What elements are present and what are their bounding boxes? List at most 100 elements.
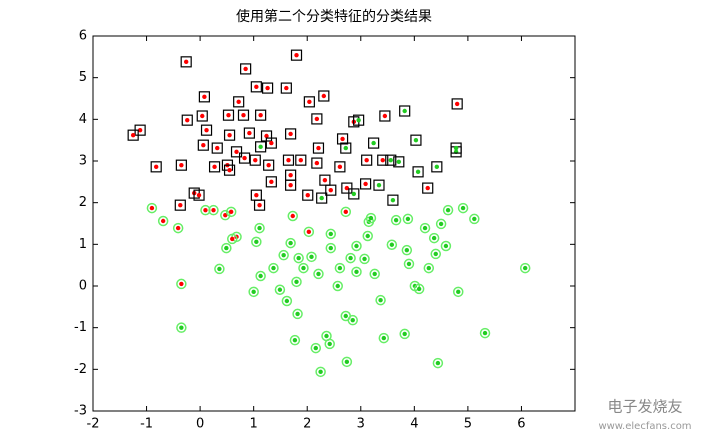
point [390, 214, 402, 226]
marker-square [243, 127, 255, 139]
marker-circle [278, 249, 289, 261]
marker-circle [289, 334, 301, 346]
point-dot [253, 157, 258, 163]
point [377, 154, 389, 166]
marker-square [238, 152, 251, 164]
point [399, 328, 410, 340]
marker-square [230, 146, 243, 158]
point-dot [435, 360, 441, 366]
marker-square [393, 156, 405, 168]
point [345, 252, 356, 264]
marker-square [353, 114, 365, 126]
point [430, 248, 442, 260]
point [401, 244, 413, 256]
point [211, 142, 223, 154]
point-dot [258, 273, 263, 279]
point-dot [183, 59, 189, 65]
point-dot [318, 369, 323, 375]
point-dot [179, 162, 184, 168]
marker-circle [176, 278, 187, 290]
point [261, 82, 274, 94]
marker-square [412, 166, 424, 178]
point-dot [390, 197, 396, 203]
point [289, 334, 301, 346]
point [255, 141, 267, 153]
marker-square [237, 109, 250, 121]
point [238, 152, 251, 164]
point-dot [160, 218, 166, 224]
point [176, 322, 187, 333]
point [180, 56, 192, 68]
marker-circle [285, 237, 296, 249]
point-dot [472, 216, 477, 222]
point-dot [296, 255, 301, 261]
marker-circle [298, 262, 309, 274]
point-dot [340, 136, 345, 142]
point-dot [266, 162, 271, 168]
point [214, 263, 225, 275]
point [325, 184, 337, 196]
marker-circle [351, 240, 362, 252]
point-dot [243, 66, 248, 72]
marker-circle [274, 284, 286, 295]
point [318, 90, 330, 102]
point-dot [404, 247, 410, 253]
marker-square [196, 110, 208, 122]
point [208, 204, 219, 216]
point-dot [215, 145, 220, 151]
point [311, 157, 323, 169]
marker-circle [292, 308, 303, 320]
point [223, 164, 236, 176]
point-dot [337, 265, 343, 271]
point [310, 342, 322, 354]
point [432, 357, 444, 369]
point [302, 189, 314, 201]
point [442, 204, 454, 216]
point-dot [365, 233, 370, 239]
point-dot [306, 229, 312, 235]
point-dot [378, 297, 383, 303]
marker-square [302, 189, 314, 201]
point-dot [153, 164, 159, 170]
marker-circle [291, 276, 302, 288]
point [265, 137, 277, 149]
point [306, 251, 317, 263]
marker-circle [435, 218, 447, 230]
point-dot [313, 345, 318, 351]
point-dot [522, 265, 528, 271]
marker-square [200, 124, 213, 136]
point-dot [354, 269, 359, 275]
point-dot [319, 195, 324, 201]
point-dot [343, 209, 348, 215]
point [287, 210, 299, 222]
marker-circle [345, 252, 356, 264]
point [393, 156, 405, 168]
marker-circle [347, 314, 358, 326]
point-dot [335, 283, 340, 289]
point [334, 161, 346, 173]
point-dot [433, 251, 438, 257]
marker-circle [399, 328, 410, 340]
marker-square [368, 137, 380, 149]
point-dot [328, 187, 333, 193]
point-dot [185, 117, 190, 123]
point [263, 159, 275, 171]
marker-circle [200, 204, 211, 216]
point [336, 133, 349, 145]
point [255, 270, 266, 282]
y-tick-label: 4 [79, 112, 87, 127]
marker-circle [248, 286, 259, 298]
point-dot [388, 157, 393, 163]
marker-circle [369, 268, 380, 280]
y-tick-label: -2 [74, 362, 87, 377]
point-dot [254, 192, 259, 198]
point [230, 146, 243, 158]
point [387, 194, 399, 206]
marker-circle [303, 226, 315, 238]
marker-square [249, 154, 261, 166]
point [373, 179, 385, 191]
marker-square [295, 154, 307, 166]
point [519, 262, 531, 274]
point-dot [288, 240, 293, 246]
y-tick-label: 2 [79, 195, 87, 210]
